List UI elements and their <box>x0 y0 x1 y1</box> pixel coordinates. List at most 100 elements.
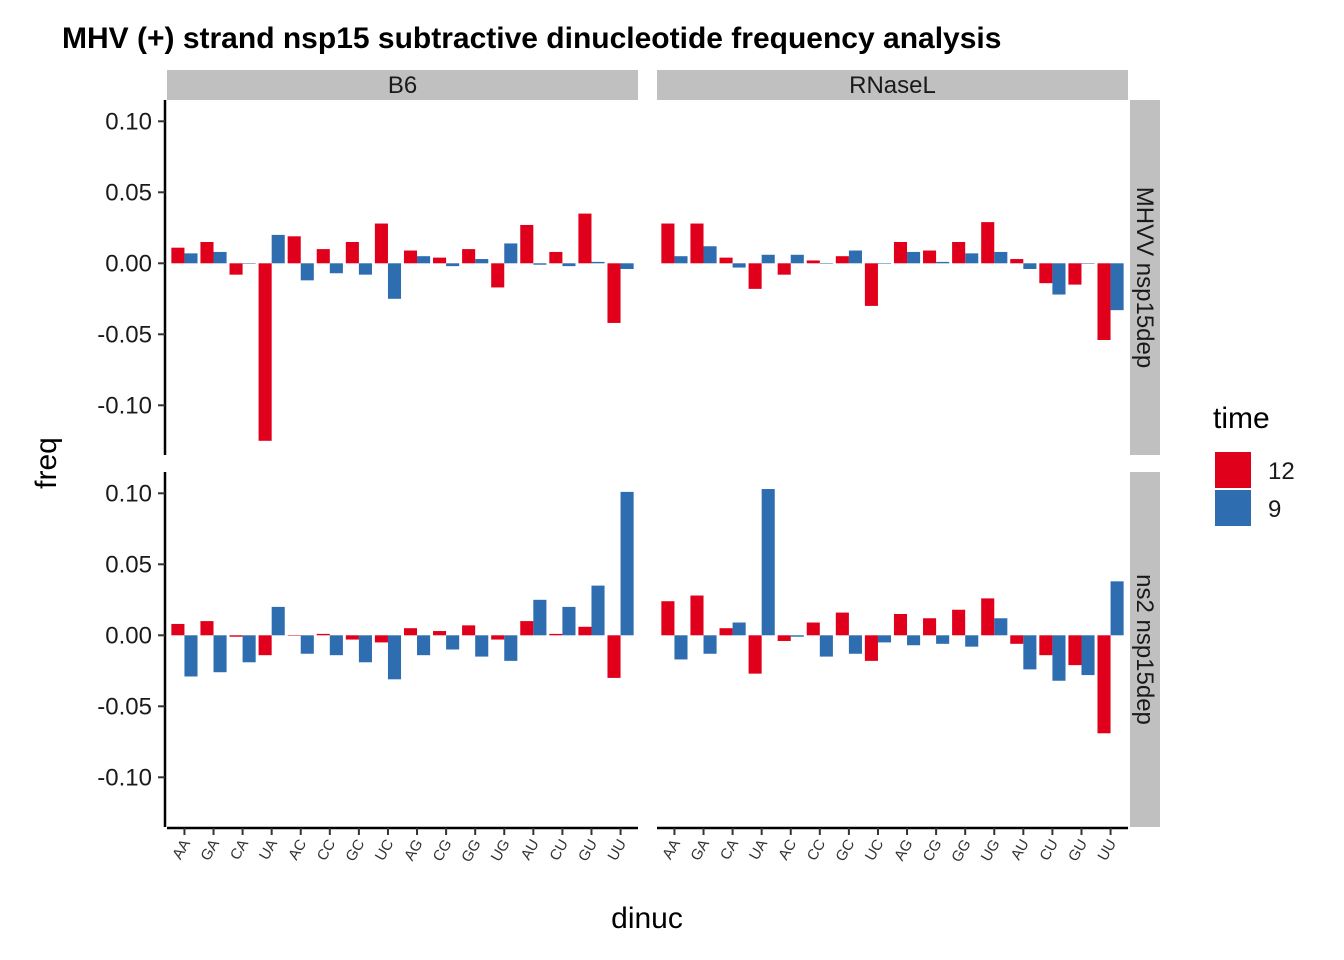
bar-b6-mhvv_nsp15dep-gg-t9 <box>475 259 489 264</box>
panel-rnasel-mhvv_nsp15dep <box>661 222 1124 340</box>
bar-b6-ns2_nsp15dep-ga-t12 <box>200 621 214 636</box>
bar-b6-ns2_nsp15dep-ag-t12 <box>403 628 418 636</box>
x-tick-label: UA <box>256 837 281 864</box>
bar-rnasel-mhvv_nsp15dep-ca-t12 <box>719 257 733 264</box>
legend-swatch-12 <box>1215 452 1251 488</box>
x-tick-label: AU <box>1008 837 1033 864</box>
bar-rnasel-ns2_nsp15dep-ag-t9 <box>907 635 921 646</box>
bar-rnasel-mhvv_nsp15dep-ua-t12 <box>748 263 762 289</box>
chart-title: MHV (+) strand nsp15 subtractive dinucle… <box>62 22 1001 55</box>
x-tick-label: AU <box>518 837 543 864</box>
bar-b6-ns2_nsp15dep-au-t9 <box>533 599 547 636</box>
bar-b6-ns2_nsp15dep-ua-t12 <box>258 635 272 656</box>
bar-rnasel-mhvv_nsp15dep-aa-t12 <box>661 223 675 264</box>
bar-b6-mhvv_nsp15dep-cg-t12 <box>433 257 447 264</box>
bar-rnasel-ns2_nsp15dep-ug-t12 <box>981 598 995 636</box>
x-axes: AA GA CA UA AC CC GC UC AG CG GG UG AU CU GU UU AA GA CA UA… <box>167 826 1128 866</box>
bar-rnasel-mhvv_nsp15dep-au-t9 <box>1023 263 1037 269</box>
x-tick-label: UC <box>372 836 398 863</box>
bar-b6-mhvv_nsp15dep-cc-t9 <box>329 263 343 274</box>
x-tick-label: CC <box>804 836 830 863</box>
bar-rnasel-mhvv_nsp15dep-gg-t12 <box>952 242 966 264</box>
bar-b6-ns2_nsp15dep-ca-t9 <box>242 635 256 663</box>
panel-rnasel-ns2_nsp15dep <box>661 489 1124 734</box>
bar-b6-ns2_nsp15dep-gg-t9 <box>475 635 489 657</box>
x-tick-label: GG <box>948 837 974 866</box>
x-tick-label: AC <box>775 836 800 863</box>
bar-rnasel-mhvv_nsp15dep-ga-t9 <box>703 246 717 264</box>
bar-rnasel-mhvv_nsp15dep-au-t12 <box>1010 259 1024 264</box>
y-axis-title: freq <box>30 437 63 489</box>
x-tick-label: AG <box>401 837 427 864</box>
bar-rnasel-mhvv_nsp15dep-gu-t9 <box>1081 263 1095 264</box>
bar-b6-ns2_nsp15dep-ga-t9 <box>213 635 227 673</box>
bar-b6-mhvv_nsp15dep-ua-t9 <box>271 234 285 264</box>
panels <box>171 213 1124 734</box>
strip-col-b6 <box>167 70 638 100</box>
strip-row-ns2-label: ns2 nsp15dep <box>1131 574 1158 725</box>
strip-row-ns2 <box>1130 472 1160 827</box>
x-tick-label: UU <box>604 837 630 864</box>
x-tick-label: AA <box>659 837 684 863</box>
y-tick-label: 0.10 <box>105 480 152 507</box>
bar-b6-ns2_nsp15dep-ca-t12 <box>229 635 243 637</box>
bar-rnasel-ns2_nsp15dep-ug-t9 <box>994 618 1008 636</box>
x-tick-label: CU <box>546 837 572 864</box>
y-tick-label: -0.05 <box>97 693 152 720</box>
bar-rnasel-ns2_nsp15dep-uu-t9 <box>1110 581 1124 636</box>
legend-label-9: 9 <box>1268 496 1281 523</box>
bar-rnasel-mhvv_nsp15dep-ua-t9 <box>761 254 775 264</box>
bar-rnasel-mhvv_nsp15dep-ga-t12 <box>690 223 704 264</box>
x-tick-label: GU <box>575 837 601 865</box>
bar-rnasel-ns2_nsp15dep-ua-t12 <box>748 635 762 674</box>
bar-rnasel-ns2_nsp15dep-uc-t12 <box>864 635 878 661</box>
bar-rnasel-mhvv_nsp15dep-uc-t9 <box>877 263 892 264</box>
x-tick-label: GU <box>1065 837 1091 865</box>
panel-b6-ns2_nsp15dep <box>171 491 634 680</box>
bar-b6-ns2_nsp15dep-cu-t9 <box>562 606 576 636</box>
x-tick-label: CC <box>314 836 340 863</box>
bar-b6-mhvv_nsp15dep-ag-t9 <box>417 256 431 264</box>
bar-rnasel-ns2_nsp15dep-ua-t9 <box>761 489 775 636</box>
bar-b6-mhvv_nsp15dep-ga-t12 <box>200 242 214 264</box>
bar-b6-mhvv_nsp15dep-ca-t9 <box>242 263 256 264</box>
bar-rnasel-ns2_nsp15dep-uu-t12 <box>1097 635 1111 734</box>
bar-rnasel-mhvv_nsp15dep-uc-t12 <box>864 263 878 306</box>
y-tick-label: 0.05 <box>105 179 152 206</box>
bar-b6-mhvv_nsp15dep-ag-t12 <box>403 250 418 264</box>
bar-b6-ns2_nsp15dep-ac-t9 <box>300 635 314 654</box>
bar-rnasel-ns2_nsp15dep-ac-t12 <box>777 635 791 641</box>
y-tick-label: 0.00 <box>105 622 152 649</box>
bar-b6-mhvv_nsp15dep-ga-t9 <box>213 251 227 264</box>
bar-b6-ns2_nsp15dep-uu-t12 <box>607 635 621 678</box>
y-tick-label: 0.10 <box>105 108 152 135</box>
y-tick-label: 0.00 <box>105 250 152 277</box>
bar-rnasel-mhvv_nsp15dep-ug-t9 <box>994 251 1008 264</box>
bar-b6-mhvv_nsp15dep-gu-t12 <box>578 213 592 264</box>
bar-rnasel-mhvv_nsp15dep-ag-t9 <box>907 251 921 264</box>
bar-rnasel-ns2_nsp15dep-cu-t9 <box>1052 635 1066 681</box>
bar-rnasel-mhvv_nsp15dep-ag-t12 <box>893 242 908 264</box>
bar-rnasel-mhvv_nsp15dep-cc-t9 <box>819 263 833 264</box>
bar-b6-mhvv_nsp15dep-cu-t12 <box>549 251 563 264</box>
x-tick-label: UG <box>488 837 514 865</box>
bar-b6-ns2_nsp15dep-cg-t9 <box>446 635 460 650</box>
bar-b6-ns2_nsp15dep-cc-t12 <box>316 633 330 636</box>
bar-rnasel-ns2_nsp15dep-ca-t12 <box>719 628 733 636</box>
strip-row-mhvv <box>1130 100 1160 455</box>
bar-rnasel-ns2_nsp15dep-cu-t12 <box>1039 635 1053 656</box>
bar-rnasel-ns2_nsp15dep-gu-t9 <box>1081 635 1095 676</box>
bar-b6-mhvv_nsp15dep-gu-t9 <box>591 261 605 264</box>
strip-col-b6-label: B6 <box>388 72 417 99</box>
bar-rnasel-mhvv_nsp15dep-gu-t12 <box>1068 263 1082 285</box>
bar-rnasel-ns2_nsp15dep-uc-t9 <box>877 635 892 643</box>
bar-rnasel-mhvv_nsp15dep-gc-t12 <box>835 256 849 264</box>
y-tick-label: -0.10 <box>97 392 152 419</box>
panel-b6-mhvv_nsp15dep <box>171 213 634 441</box>
bar-b6-mhvv_nsp15dep-ua-t12 <box>258 263 272 441</box>
bar-b6-ns2_nsp15dep-aa-t9 <box>184 635 198 677</box>
bar-b6-ns2_nsp15dep-cc-t9 <box>329 635 343 656</box>
bar-rnasel-mhvv_nsp15dep-cc-t12 <box>806 260 820 264</box>
bar-rnasel-ns2_nsp15dep-cg-t12 <box>923 618 937 636</box>
y-tick-label: -0.10 <box>97 764 152 791</box>
